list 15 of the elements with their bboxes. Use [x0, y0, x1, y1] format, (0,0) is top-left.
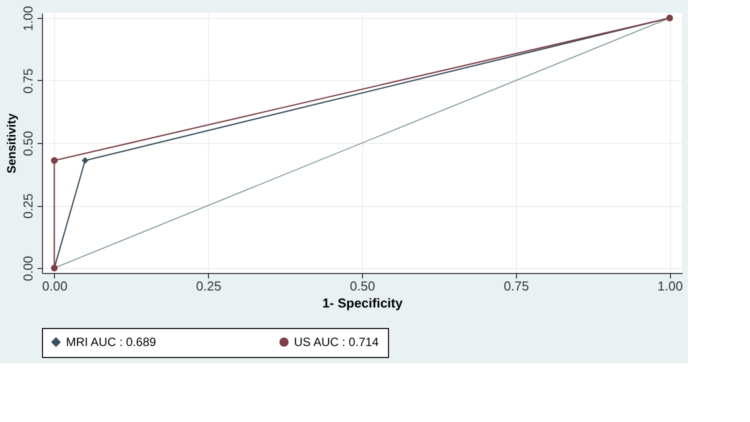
x-tick-label: 0.25	[196, 278, 222, 294]
y-tick-label: 0.25	[20, 193, 36, 219]
y-tick-label: 0.50	[20, 130, 36, 156]
y-axis-title: Sensitivity	[4, 113, 18, 174]
legend-label: MRI AUC : 0.689	[66, 335, 156, 350]
x-tick-label: 1.00	[658, 278, 683, 294]
x-tick-label: 0.50	[350, 278, 376, 294]
point	[50, 157, 58, 164]
legend-label: US AUC : 0.714	[294, 335, 380, 350]
point	[82, 157, 88, 164]
y-tick-label: 1.00	[20, 6, 36, 32]
y-tick-label: 0.75	[20, 68, 36, 94]
x-tick-label: 0.75	[504, 278, 529, 294]
x-axis-title: 1- Specificity	[322, 296, 404, 310]
x-tick-label: 0.00	[42, 278, 68, 294]
